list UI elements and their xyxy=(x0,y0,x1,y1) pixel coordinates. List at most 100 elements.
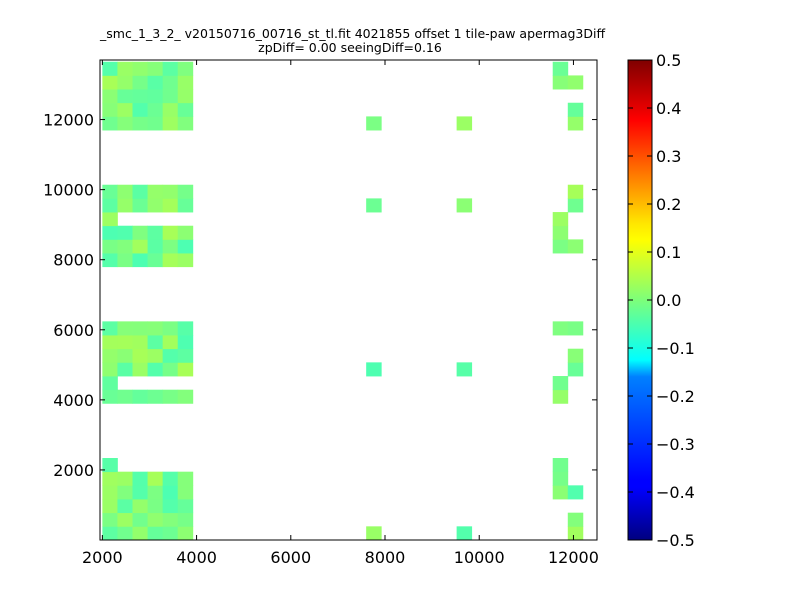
heatmap-cell xyxy=(162,526,179,540)
heatmap-cell xyxy=(162,184,179,199)
heatmap-cell xyxy=(366,526,382,540)
heatmap-cell xyxy=(162,225,179,240)
heatmap-cell xyxy=(102,348,118,363)
heatmap-cell xyxy=(102,212,118,227)
heatmap-cells xyxy=(102,61,584,540)
heatmap-cell xyxy=(117,75,133,90)
heatmap-cell xyxy=(162,89,179,104)
heatmap-cell xyxy=(177,389,194,404)
heatmap-cell xyxy=(177,89,194,104)
chart-subtitle: zpDiff= 0.00 seeingDiff=0.16 xyxy=(258,40,442,55)
heatmap-cell xyxy=(102,239,118,254)
heatmap-cell xyxy=(117,512,133,527)
colorbar-tick-label: 0.1 xyxy=(656,243,681,262)
heatmap-cell xyxy=(162,485,179,500)
colorbar-tick-label: −0.3 xyxy=(656,435,695,454)
heatmap-cell xyxy=(177,348,194,363)
heatmap-cell xyxy=(102,335,118,350)
heatmap-cell xyxy=(552,485,569,500)
heatmap-cell xyxy=(366,198,382,213)
heatmap-cell xyxy=(552,61,569,76)
heatmap-cell xyxy=(162,253,179,268)
heatmap-cell xyxy=(132,198,148,213)
heatmap-cell xyxy=(132,526,148,540)
heatmap-cell xyxy=(117,239,133,254)
heatmap-cell xyxy=(177,198,194,213)
heatmap-cell xyxy=(102,102,118,117)
heatmap-cell xyxy=(102,362,118,377)
heatmap-cell xyxy=(147,512,164,527)
heatmap-cell xyxy=(567,348,584,363)
heatmap-cell xyxy=(102,253,118,268)
heatmap-cell xyxy=(147,184,164,199)
x-tick-label: 4000 xyxy=(176,548,217,567)
heatmap-cell xyxy=(132,348,148,363)
colorbar-tick-label: 0.5 xyxy=(656,51,681,70)
heatmap-cell xyxy=(147,348,164,363)
heatmap-cell xyxy=(132,389,148,404)
heatmap-cell xyxy=(147,485,164,500)
heatmap-cell xyxy=(567,362,584,377)
heatmap-cell xyxy=(102,376,118,391)
heatmap-cell xyxy=(552,212,569,227)
heatmap-cell xyxy=(132,116,148,131)
heatmap-cell xyxy=(117,61,133,76)
heatmap-cell xyxy=(567,239,584,254)
heatmap-cell xyxy=(117,485,133,500)
heatmap-cell xyxy=(102,75,118,90)
chart-title: _smc_1_3_2_ v20150716_00716_st_tl.fit 40… xyxy=(100,26,606,41)
heatmap-cell xyxy=(132,321,148,336)
x-tick-label: 6000 xyxy=(270,548,311,567)
heatmap-cell xyxy=(552,376,569,391)
heatmap-cell xyxy=(177,102,194,117)
heatmap-cell xyxy=(102,526,118,540)
heatmap-cell xyxy=(456,198,473,213)
heatmap-cell xyxy=(552,75,569,90)
heatmap-cell xyxy=(147,75,164,90)
heatmap-cell xyxy=(456,362,473,377)
heatmap-cell xyxy=(177,335,194,350)
heatmap-cell xyxy=(162,75,179,90)
heatmap-cell xyxy=(177,362,194,377)
heatmap-cell xyxy=(366,116,382,131)
heatmap-cell xyxy=(102,471,118,486)
heatmap-cell xyxy=(177,526,194,540)
y-tick-label: 10000 xyxy=(43,181,94,200)
heatmap-cell xyxy=(102,225,118,240)
heatmap-cell xyxy=(102,458,118,473)
x-tick-label: 12000 xyxy=(548,548,599,567)
heatmap-cell xyxy=(147,321,164,336)
heatmap-cell xyxy=(117,499,133,514)
heatmap-cell xyxy=(567,198,584,213)
heatmap-cell xyxy=(552,321,569,336)
heatmap-cell xyxy=(132,499,148,514)
heatmap-cell xyxy=(177,184,194,199)
heatmap-cell xyxy=(552,458,569,473)
heatmap-cell xyxy=(567,526,584,540)
heatmap-cell xyxy=(147,335,164,350)
heatmap-cell xyxy=(117,389,133,404)
heatmap-cell xyxy=(102,116,118,131)
heatmap-cell xyxy=(552,225,569,240)
y-tick-label: 2000 xyxy=(53,461,94,480)
heatmap-cell xyxy=(162,512,179,527)
heatmap-cell xyxy=(567,75,584,90)
heatmap-cell xyxy=(132,239,148,254)
heatmap-cell xyxy=(552,239,569,254)
heatmap-cell xyxy=(117,116,133,131)
colorbar-tick-label: 0.4 xyxy=(656,99,681,118)
heatmap-cell xyxy=(117,89,133,104)
heatmap-cell xyxy=(147,102,164,117)
heatmap-cell xyxy=(132,485,148,500)
heatmap-cell xyxy=(147,526,164,540)
heatmap-cell xyxy=(162,198,179,213)
heatmap-cell xyxy=(147,362,164,377)
heatmap-cell xyxy=(177,471,194,486)
heatmap-cell xyxy=(132,253,148,268)
heatmap-cell xyxy=(117,184,133,199)
heatmap-cell xyxy=(456,116,473,131)
heatmap-cell xyxy=(117,362,133,377)
heatmap-cell xyxy=(147,61,164,76)
heatmap-cell xyxy=(117,225,133,240)
